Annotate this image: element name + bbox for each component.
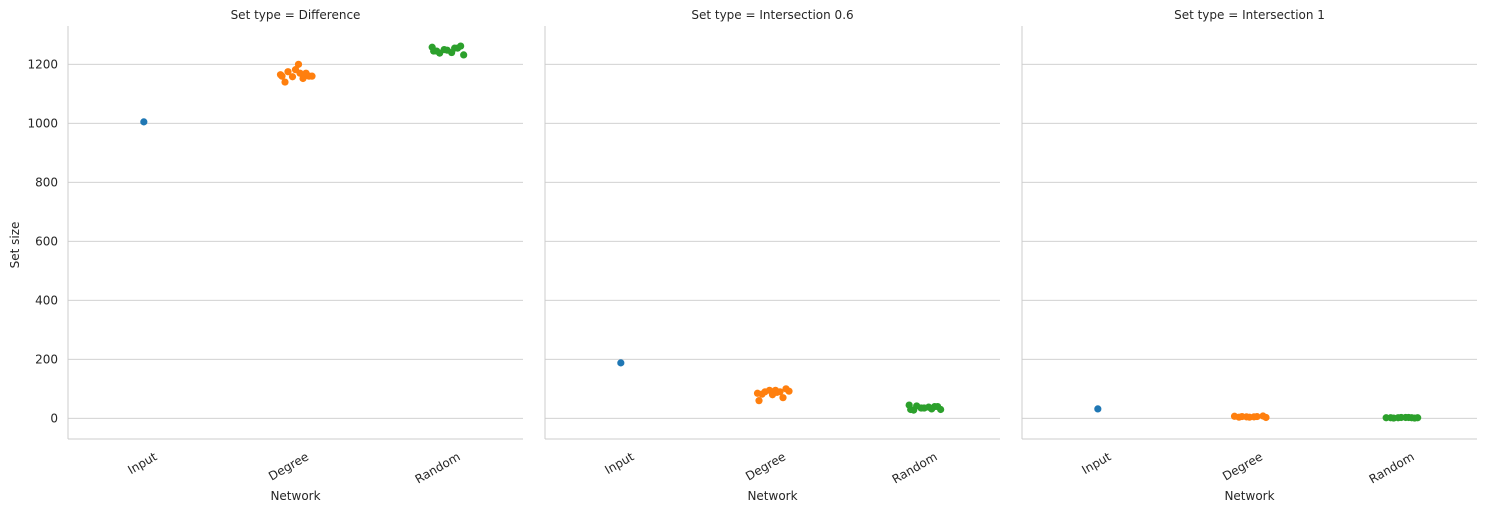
data-point-random <box>913 402 921 410</box>
data-point-degree <box>299 74 307 83</box>
data-point-degree <box>1262 413 1270 422</box>
facet-title: Set type = Difference <box>231 8 361 22</box>
y-tick-label: 0 <box>50 411 58 425</box>
data-point-degree <box>288 73 297 81</box>
facet-panel: 0 200 400 600 800 1000 1200 Set type = Differen… <box>27 8 523 503</box>
facet-title: Set type = Intersection 1 <box>1174 8 1325 22</box>
y-tick-label: 1000 <box>27 116 58 130</box>
data-point-degree <box>291 66 300 74</box>
data-point-random <box>931 402 939 411</box>
y-tick-label: 400 <box>35 293 58 307</box>
data-point-random <box>454 44 462 52</box>
facet-panels: 0 200 400 600 800 1000 1200 Set type = Differen… <box>27 8 1477 503</box>
facet-title: Set type = Intersection 0.6 <box>691 8 853 22</box>
data-point-random <box>460 51 468 59</box>
x-tick-label: Degree <box>743 449 788 483</box>
data-point-random <box>1414 414 1422 422</box>
y-tick-label: 800 <box>35 175 58 189</box>
data-point-degree <box>1245 413 1254 421</box>
x-axis-label: Network <box>1224 489 1274 503</box>
y-axis-label: Set size <box>8 222 22 269</box>
y-tick-label: 600 <box>35 234 58 248</box>
data-point-degree <box>281 78 289 86</box>
data-point-random <box>907 405 915 414</box>
data-point-random <box>937 405 945 414</box>
y-tick-label: 1200 <box>27 57 58 71</box>
x-tick-label: Input <box>602 449 636 477</box>
x-tick-label: Random <box>1367 449 1417 486</box>
x-tick-label: Random <box>413 449 463 486</box>
data-point-degree <box>785 387 793 395</box>
data-point-degree <box>753 389 762 397</box>
data-point-degree <box>771 386 780 394</box>
x-tick-label: Random <box>890 449 940 486</box>
data-point-random <box>443 46 451 54</box>
y-tick-label: 200 <box>35 352 58 366</box>
data-point-random <box>1390 414 1398 422</box>
x-axis-label: Network <box>747 489 797 503</box>
data-point-random <box>436 49 444 57</box>
data-point-random <box>920 404 928 412</box>
data-point-degree <box>1230 412 1239 420</box>
data-point-input <box>1094 405 1102 413</box>
data-point-input <box>140 118 148 126</box>
data-point-degree <box>755 397 763 405</box>
data-point-random <box>1397 413 1405 422</box>
data-point-degree <box>308 72 316 80</box>
x-tick-label: Degree <box>1220 449 1265 483</box>
data-point-degree <box>284 68 292 76</box>
facet-panel: Set type = Intersection 1 Input Degree Rand… <box>1021 8 1477 503</box>
data-point-degree <box>761 388 769 396</box>
x-tick-label: Input <box>1079 449 1113 477</box>
facet-panel: Set type = Intersection 0.6 Input Degree Ra… <box>544 8 1000 503</box>
data-point-random <box>1382 414 1390 422</box>
data-point-degree <box>302 69 310 77</box>
data-point-degree <box>779 394 787 402</box>
data-point-input <box>617 359 625 367</box>
data-point-random <box>1408 414 1416 422</box>
data-point-degree <box>294 60 303 68</box>
x-axis-label: Network <box>270 489 320 503</box>
data-point-degree <box>1238 412 1246 421</box>
data-point-degree <box>278 72 286 80</box>
x-tick-label: Degree <box>266 449 311 483</box>
data-point-random <box>430 47 438 55</box>
x-tick-label: Input <box>125 449 159 477</box>
